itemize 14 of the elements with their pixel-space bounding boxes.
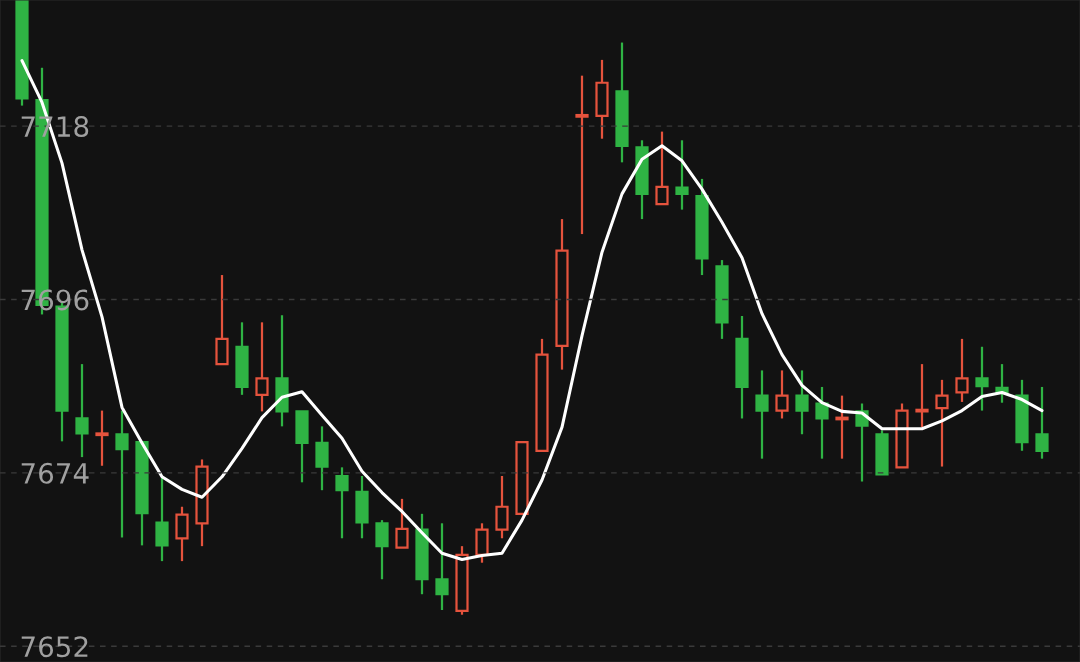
candlestick <box>115 409 129 539</box>
candlestick <box>75 362 89 459</box>
candlestick <box>575 74 589 236</box>
candlestick <box>975 345 989 412</box>
candlestick <box>595 58 609 140</box>
candlestick <box>735 314 749 420</box>
y-tick-label: 7674 <box>21 462 89 484</box>
candlestick <box>755 369 769 460</box>
candlestick <box>835 394 849 460</box>
line-series <box>20 59 1044 562</box>
y-tick-label: 7652 <box>21 636 88 658</box>
candlestick <box>795 369 809 436</box>
candlestick <box>95 409 109 467</box>
candlestick <box>555 217 569 371</box>
